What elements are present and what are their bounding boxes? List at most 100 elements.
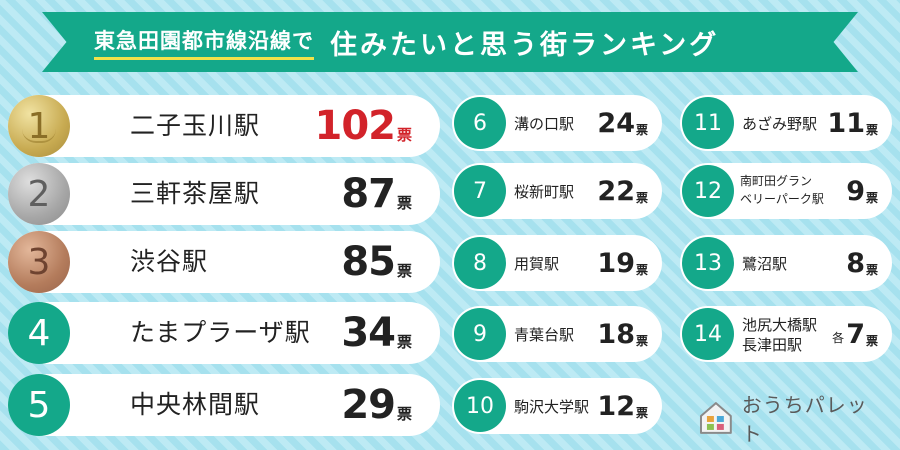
station-name-line-1: 南町田グラン (740, 174, 813, 188)
vote-unit: 票 (396, 193, 412, 212)
ranking-row-10: 10 駒沢大学駅 12 票 (452, 378, 662, 434)
vote-count: 18 票 (597, 306, 648, 362)
station-name: 南町田グラン ベリーパーク駅 (740, 172, 824, 208)
vote-number: 87 (341, 171, 396, 217)
title-banner (42, 12, 858, 72)
vote-count: 102 票 (314, 95, 412, 157)
vote-unit: 票 (635, 405, 648, 420)
station-name: 溝の口駅 (514, 114, 575, 133)
rank-number: 5 (27, 384, 51, 426)
vote-unit: 票 (635, 262, 648, 277)
vote-number: 7 (846, 318, 865, 350)
rank-badge: 7 (454, 165, 506, 217)
bronze-medal-icon: 3 (8, 231, 70, 293)
ranking-row-3: 3 渋谷駅 85 票 (8, 231, 440, 293)
vote-count: 22 票 (597, 163, 648, 219)
vote-number: 8 (846, 247, 865, 279)
vote-unit: 票 (396, 404, 412, 423)
station-name: 池尻大橋駅 長津田駅 (742, 315, 817, 355)
rank-badge: 5 (8, 374, 70, 436)
station-name-line-2: 長津田駅 (742, 336, 803, 354)
vote-unit: 票 (396, 332, 412, 351)
vote-unit: 票 (865, 122, 878, 137)
rank-number: 2 (27, 173, 51, 215)
ranking-row-11: 11 あざみ野駅 11 票 (680, 95, 892, 151)
vote-number: 19 (597, 247, 635, 279)
rank-badge: 11 (682, 97, 734, 149)
ranking-row-2: 2 三軒茶屋駅 87 票 (8, 163, 440, 225)
vote-number: 9 (846, 175, 865, 207)
station-name: 中央林間駅 (130, 390, 261, 419)
ranking-row-1: 1 二子玉川駅 102 票 (8, 95, 440, 157)
silver-medal-icon: 2 (8, 163, 70, 225)
ranking-row-7: 7 桜新町駅 22 票 (452, 163, 662, 219)
rank-number: 4 (27, 312, 51, 354)
rank-number: 3 (27, 241, 51, 283)
title-area: 東急田園都市線沿線で 住みたいと思う街ランキング (58, 17, 842, 67)
vote-count: 24 票 (597, 95, 648, 151)
vote-number: 24 (597, 107, 635, 139)
station-name: 青葉台駅 (514, 325, 575, 344)
vote-unit: 票 (635, 122, 648, 137)
station-name: 三軒茶屋駅 (130, 179, 261, 208)
vote-number: 29 (341, 382, 396, 428)
brand-name: おうちパレット (741, 393, 868, 446)
station-name: たまプラーザ駅 (130, 318, 311, 347)
rank-badge: 9 (454, 308, 506, 360)
page-title: 住みたいと思う街ランキング (330, 29, 720, 61)
vote-unit: 票 (865, 262, 878, 277)
station-name: 桜新町駅 (514, 182, 575, 201)
vote-count: 各 7 票 (832, 306, 878, 362)
vote-count: 29 票 (341, 374, 412, 436)
vote-unit: 票 (635, 190, 648, 205)
rank-badge: 12 (682, 165, 734, 217)
vote-count: 8 票 (846, 235, 878, 291)
vote-unit: 票 (396, 125, 412, 144)
rank-badge: 13 (682, 237, 734, 289)
station-name: 駒沢大学駅 (514, 397, 590, 416)
vote-count: 87 票 (341, 163, 412, 225)
vote-unit: 票 (635, 333, 648, 348)
vote-unit: 票 (865, 190, 878, 205)
rank-badge: 14 (682, 308, 734, 360)
vote-number: 22 (597, 175, 635, 207)
ranking-row-5: 5 中央林間駅 29 票 (8, 374, 440, 436)
rank-badge: 4 (8, 302, 70, 364)
vote-number: 34 (341, 310, 396, 356)
rank-badge: 10 (454, 380, 506, 432)
vote-number: 18 (597, 318, 635, 350)
ranking-row-9: 9 青葉台駅 18 票 (452, 306, 662, 362)
ranking-row-12: 12 南町田グラン ベリーパーク駅 9 票 (680, 163, 892, 219)
rank-badge: 8 (454, 237, 506, 289)
vote-count: 85 票 (341, 231, 412, 293)
vote-count: 34 票 (341, 302, 412, 364)
station-name: あざみ野駅 (742, 114, 818, 133)
station-name-line-2: ベリーパーク駅 (740, 192, 824, 206)
station-name: 渋谷駅 (130, 247, 209, 276)
vote-number: 102 (314, 103, 395, 149)
vote-count: 11 票 (827, 95, 878, 151)
vote-count: 19 票 (597, 235, 648, 291)
gold-medal-icon: 1 (8, 95, 70, 157)
vote-prefix: 各 (832, 330, 845, 345)
rank-badge: 6 (454, 97, 506, 149)
station-name: 鷺沼駅 (742, 254, 788, 273)
ranking-row-13: 13 鷺沼駅 8 票 (680, 235, 892, 291)
vote-number: 11 (827, 107, 865, 139)
ranking-row-4: 4 たまプラーザ駅 34 票 (8, 302, 440, 364)
ranking-row-14: 14 池尻大橋駅 長津田駅 各 7 票 (680, 306, 892, 362)
station-name: 二子玉川駅 (130, 111, 261, 140)
station-name: 用賀駅 (514, 254, 560, 273)
brand-logo: おうちパレット (698, 393, 888, 446)
laurel-icon (22, 129, 56, 143)
vote-unit: 票 (396, 261, 412, 280)
ranking-row-6: 6 溝の口駅 24 票 (452, 95, 662, 151)
title-label: 東急田園都市線沿線で (94, 25, 314, 60)
vote-unit: 票 (865, 333, 878, 348)
vote-number: 12 (597, 390, 635, 422)
vote-count: 9 票 (846, 163, 878, 219)
station-name-line-1: 池尻大橋駅 (742, 316, 818, 334)
ranking-row-8: 8 用賀駅 19 票 (452, 235, 662, 291)
house-palette-icon (699, 402, 732, 434)
